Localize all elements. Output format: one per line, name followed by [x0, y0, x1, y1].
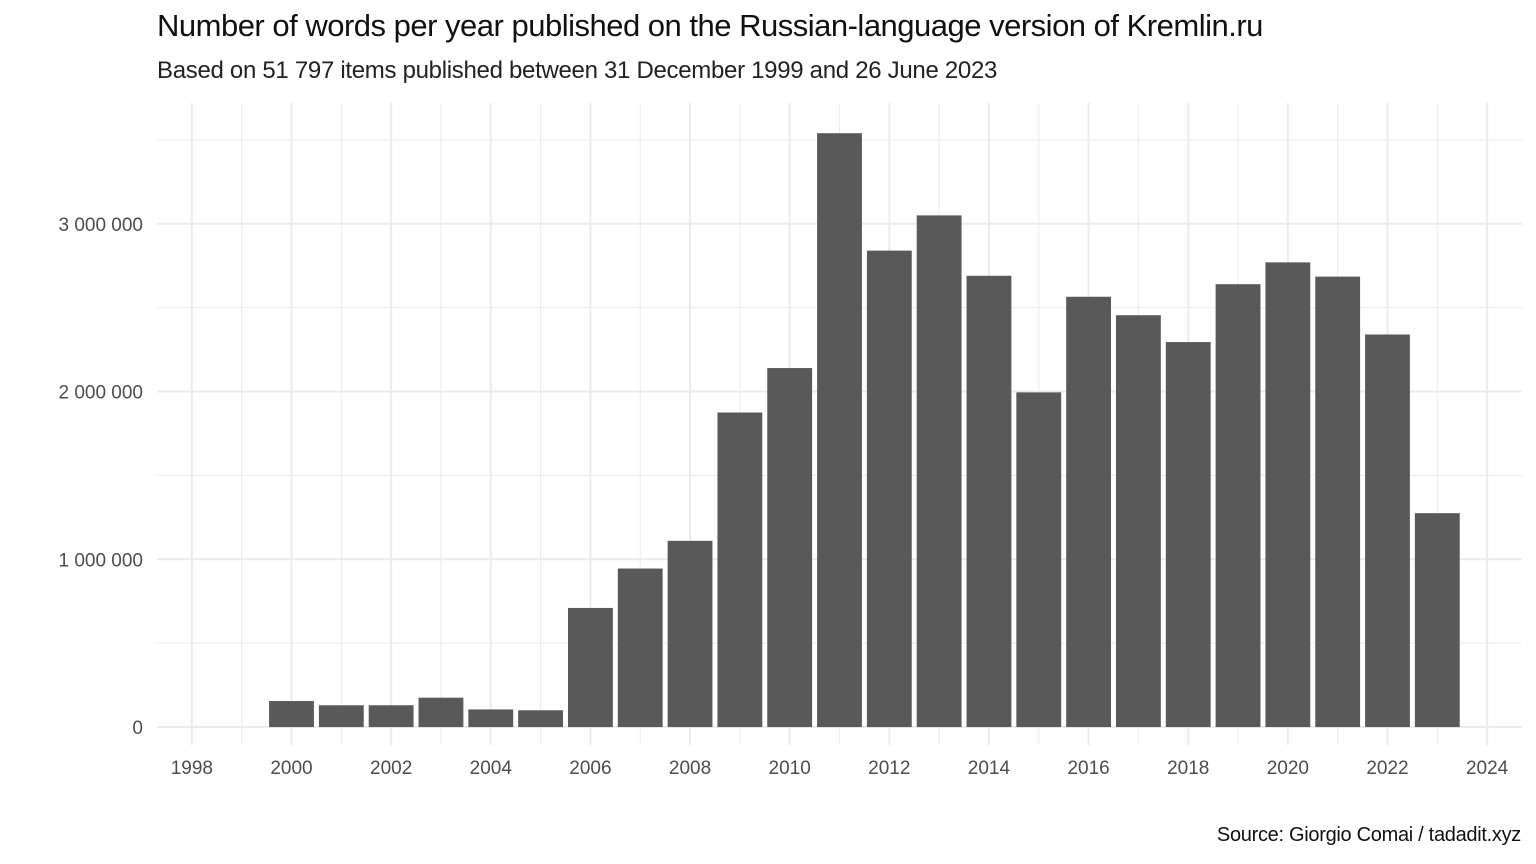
- bar-2022: [1365, 334, 1410, 728]
- bar-2018: [1165, 342, 1211, 728]
- x-tick-label: 2006: [569, 758, 611, 779]
- bar-2016: [1066, 296, 1112, 728]
- bar-2007: [617, 568, 663, 728]
- bar-2009: [717, 412, 763, 728]
- y-tick-label: 3 000 000: [58, 215, 143, 236]
- x-tick-label: 2008: [669, 758, 711, 779]
- x-tick-label: 2018: [1167, 758, 1209, 779]
- x-tick-label: 2010: [769, 758, 811, 779]
- bar-2019: [1215, 284, 1261, 728]
- bar-2023: [1414, 513, 1460, 728]
- bars-layer: [269, 133, 1460, 728]
- x-tick-label: 2016: [1067, 758, 1109, 779]
- bar-2015: [1016, 392, 1062, 728]
- y-tick-label: 1 000 000: [58, 550, 143, 571]
- bar-2002: [368, 705, 414, 728]
- bar-2014: [966, 275, 1012, 728]
- bar-2005: [518, 710, 564, 728]
- bar-2012: [866, 250, 912, 728]
- x-tick-label: 2020: [1267, 758, 1309, 779]
- bar-2004: [468, 709, 514, 728]
- axis-labels: 1998 2000 2002 2004 2006 2008 2010 2012 2014 2016…: [58, 215, 1508, 779]
- bar-2017: [1115, 315, 1161, 728]
- bar-2008: [667, 540, 713, 728]
- chart-caption: Source: Giorgio Comai / tadadit.xyz: [1216, 824, 1521, 846]
- x-tick-label: 2004: [470, 758, 513, 779]
- bar-2021: [1315, 276, 1361, 728]
- x-tick-label: 2022: [1366, 758, 1408, 779]
- bar-2020: [1265, 262, 1311, 728]
- x-tick-label: 2024: [1466, 758, 1509, 779]
- bar-2000: [269, 701, 314, 728]
- bar-2011: [817, 133, 862, 728]
- y-tick-label: 0: [132, 718, 143, 739]
- x-tick-label: 2000: [270, 758, 312, 779]
- x-tick-label: 2014: [968, 758, 1011, 779]
- x-tick-label: 2002: [370, 758, 412, 779]
- bar-2010: [767, 368, 813, 728]
- bar-2013: [916, 215, 962, 728]
- chart-title: Number of words per year published on th…: [157, 8, 1263, 43]
- y-tick-label: 2 000 000: [58, 383, 143, 404]
- chart-subtitle: Based on 51 797 items published between …: [157, 57, 998, 84]
- x-tick-label: 1998: [171, 758, 213, 779]
- bar-2006: [567, 607, 613, 728]
- bar-2001: [318, 705, 364, 728]
- x-tick-label: 2012: [868, 758, 910, 779]
- bar-2003: [418, 697, 464, 728]
